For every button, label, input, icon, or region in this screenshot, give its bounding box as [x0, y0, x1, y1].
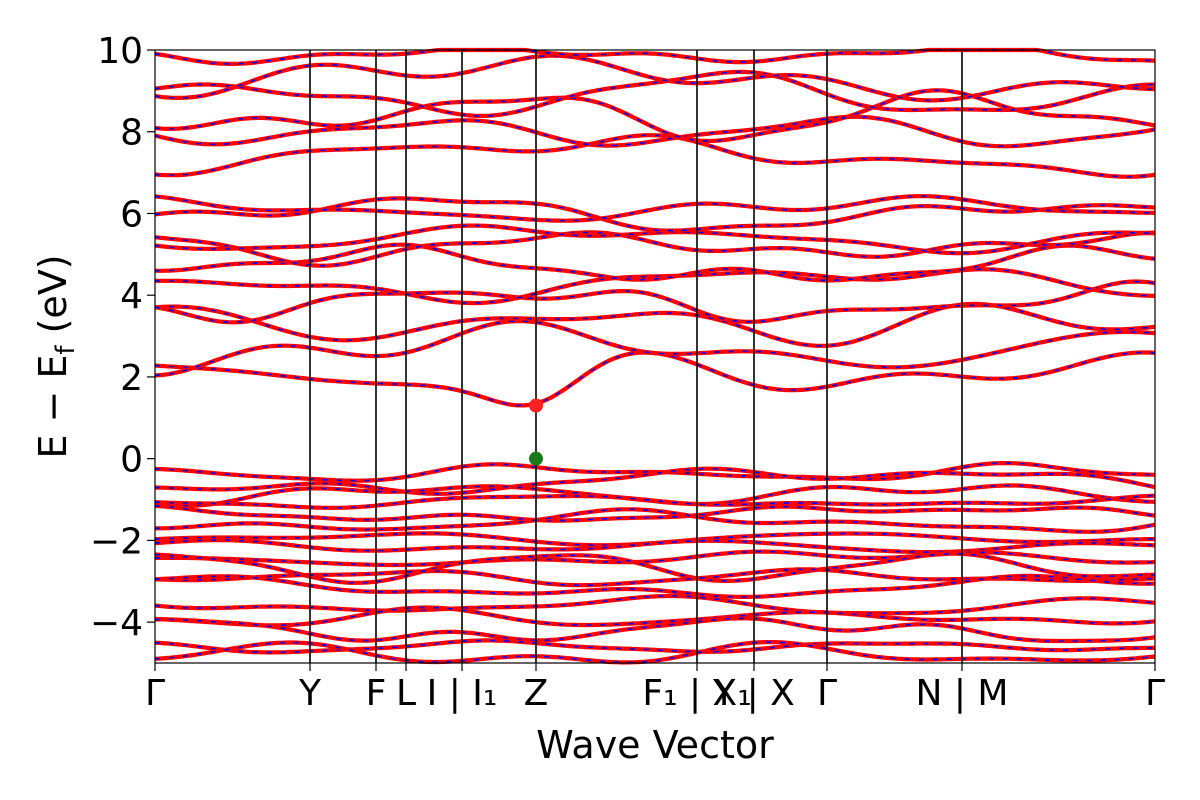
- y-tick-label-6: 8: [120, 113, 143, 154]
- x-tick-label-9: N | M: [915, 673, 1008, 714]
- band-line-overlay-11: [154, 116, 1156, 148]
- kpath-separators: [309, 50, 963, 663]
- band-line-12: [154, 88, 1156, 144]
- band-line-overlay-5: [154, 243, 1156, 282]
- band-line-27: [154, 573, 1155, 599]
- y-tick-label-0: −4: [90, 603, 143, 644]
- band-line-1: [154, 319, 1156, 378]
- x-tick-label-3: L: [396, 673, 416, 714]
- y-axis-ticks: −4 −2 0 2 4 6 8 10: [90, 31, 155, 644]
- y-title-sub: f: [51, 345, 81, 355]
- band-line-8: [154, 196, 1156, 233]
- band-line-overlay-25: [154, 552, 1156, 584]
- marker-cbm: [529, 398, 543, 413]
- x-tick-label-7: Y | X: [712, 673, 795, 714]
- band-line-overlay-15: [154, 49, 1156, 65]
- plot-frame: [154, 49, 1156, 664]
- band-line-9: [154, 194, 1156, 223]
- x-tick-label-10: Γ: [1145, 673, 1165, 714]
- x-tick-label-0: Γ: [145, 673, 165, 714]
- y-tick-label-5: 6: [120, 194, 143, 235]
- band-line-21: [155, 507, 1156, 534]
- y-tick-label-3: 2: [120, 358, 143, 399]
- band-line-overlay-1: [154, 320, 1156, 377]
- x-tick-label-6: F₁ | X₁: [642, 673, 751, 714]
- band-line-29: [154, 605, 1156, 628]
- band-line-overlay-13: [154, 71, 1155, 117]
- band-line-32: [154, 640, 1156, 665]
- y-tick-label-1: −2: [90, 521, 143, 562]
- band-line-23: [154, 538, 1156, 555]
- band-line-overlay-4: [155, 268, 1156, 304]
- x-tick-label-2: F: [366, 673, 387, 714]
- band-line-24: [155, 549, 1156, 568]
- band-line-overlay-14: [154, 54, 1155, 102]
- band-line-20: [154, 503, 1156, 523]
- y-tick-label-4: 4: [120, 276, 143, 317]
- y-tick-label-7: 10: [97, 31, 143, 72]
- band-line-overlay-18: [154, 484, 1156, 507]
- band-line-4: [155, 267, 1156, 306]
- band-line-31: [154, 638, 1155, 655]
- band-line-28: [154, 593, 1156, 616]
- band-edge-markers: [529, 398, 543, 466]
- band-line-7: [154, 223, 1156, 256]
- band-line-30: [154, 616, 1156, 644]
- x-axis-title: Wave Vector: [536, 723, 774, 767]
- x-tick-label-8: Γ: [817, 673, 837, 714]
- band-line-overlay-6: [154, 231, 1155, 267]
- band-line-17: [154, 466, 1156, 496]
- x-tick-label-4: I | I₁: [427, 673, 498, 714]
- band-line-overlay-0: [154, 351, 1156, 407]
- band-line-overlay-3: [154, 280, 1156, 324]
- y-axis-title: E − Ef (eV): [31, 254, 81, 458]
- x-tick-label-5: Z: [524, 673, 549, 714]
- band-line-overlay-10: [154, 134, 1156, 178]
- band-lines: [154, 47, 1156, 665]
- band-line-19: [154, 493, 1156, 510]
- band-line-overlay-8: [154, 197, 1156, 232]
- x-tick-label-1: Y: [298, 673, 322, 714]
- y-title-unit: (eV): [31, 254, 75, 345]
- band-line-0: [154, 350, 1156, 408]
- marker-vbm: [529, 451, 543, 466]
- y-tick-label-2: 0: [120, 440, 143, 481]
- y-title-main: E − E: [31, 355, 75, 459]
- band-line-overlay-2: [154, 303, 1156, 347]
- band-line-15: [154, 47, 1156, 66]
- band-line-2: [154, 301, 1156, 348]
